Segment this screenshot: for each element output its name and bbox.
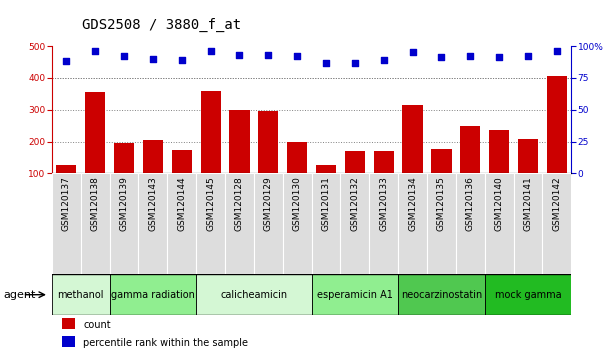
Bar [398, 274, 485, 315]
Bar [143, 140, 163, 173]
Bar [229, 110, 249, 173]
Point [523, 53, 533, 59]
Bar [518, 139, 538, 173]
Text: GSM120139: GSM120139 [120, 177, 128, 232]
Point [90, 48, 100, 54]
Text: neocarzinostatin: neocarzinostatin [401, 290, 482, 300]
Bar [489, 131, 509, 173]
FancyBboxPatch shape [52, 173, 81, 274]
Point [148, 56, 158, 62]
Bar [460, 126, 480, 173]
Text: GSM120142: GSM120142 [552, 177, 562, 231]
FancyBboxPatch shape [225, 173, 254, 274]
Text: GSM120134: GSM120134 [408, 177, 417, 231]
Bar [56, 166, 76, 173]
Point [235, 52, 244, 58]
Text: count: count [83, 320, 111, 330]
Text: GSM120136: GSM120136 [466, 177, 475, 232]
FancyBboxPatch shape [514, 173, 543, 274]
Point [177, 57, 187, 63]
Bar [200, 91, 221, 173]
FancyBboxPatch shape [398, 173, 427, 274]
Text: GSM120138: GSM120138 [90, 177, 100, 232]
Text: GSM120133: GSM120133 [379, 177, 388, 232]
Text: gamma radiation: gamma radiation [111, 290, 195, 300]
Point [437, 55, 447, 60]
FancyBboxPatch shape [427, 173, 456, 274]
Bar [316, 166, 336, 173]
Text: GSM120132: GSM120132 [350, 177, 359, 231]
Text: esperamicin A1: esperamicin A1 [317, 290, 393, 300]
Text: GSM120137: GSM120137 [62, 177, 71, 232]
Bar [62, 336, 75, 347]
Bar [258, 111, 279, 173]
Text: mock gamma: mock gamma [495, 290, 562, 300]
Point [466, 53, 475, 59]
Bar [109, 274, 196, 315]
Text: GSM120145: GSM120145 [206, 177, 215, 231]
FancyBboxPatch shape [139, 173, 167, 274]
Point [494, 55, 504, 60]
Point [263, 52, 273, 58]
Bar [114, 143, 134, 173]
Bar [196, 274, 312, 315]
Text: methanol: methanol [57, 290, 104, 300]
Bar [172, 149, 192, 173]
Text: GSM120131: GSM120131 [321, 177, 331, 232]
Point [379, 57, 389, 63]
Text: GSM120140: GSM120140 [495, 177, 503, 231]
Bar [345, 151, 365, 173]
FancyBboxPatch shape [369, 173, 398, 274]
FancyBboxPatch shape [456, 173, 485, 274]
Point [62, 58, 71, 64]
Bar [62, 318, 75, 329]
FancyBboxPatch shape [340, 173, 369, 274]
Text: calicheamicin: calicheamicin [221, 290, 287, 300]
Point [321, 60, 331, 65]
Point [206, 48, 216, 54]
Text: GSM120135: GSM120135 [437, 177, 446, 232]
Point [408, 50, 417, 55]
Bar [312, 274, 398, 315]
FancyBboxPatch shape [543, 173, 571, 274]
Point [552, 48, 562, 54]
Point [119, 53, 129, 59]
FancyBboxPatch shape [283, 173, 312, 274]
Bar [287, 142, 307, 173]
Text: GSM120129: GSM120129 [264, 177, 273, 231]
FancyBboxPatch shape [485, 173, 514, 274]
FancyBboxPatch shape [254, 173, 283, 274]
Text: GSM120144: GSM120144 [177, 177, 186, 231]
FancyBboxPatch shape [196, 173, 225, 274]
FancyBboxPatch shape [109, 173, 139, 274]
Text: GSM120128: GSM120128 [235, 177, 244, 231]
Bar [403, 105, 423, 173]
FancyBboxPatch shape [167, 173, 196, 274]
Text: GSM120130: GSM120130 [293, 177, 302, 232]
Bar [485, 274, 571, 315]
Text: percentile rank within the sample: percentile rank within the sample [83, 338, 248, 348]
Text: GSM120141: GSM120141 [524, 177, 533, 231]
FancyBboxPatch shape [312, 173, 340, 274]
Point [292, 53, 302, 59]
Bar [547, 76, 567, 173]
Bar [52, 274, 109, 315]
Bar [374, 151, 394, 173]
FancyBboxPatch shape [81, 173, 109, 274]
Text: GSM120143: GSM120143 [148, 177, 158, 231]
Bar [85, 92, 105, 173]
Text: GDS2508 / 3880_f_at: GDS2508 / 3880_f_at [82, 18, 241, 32]
Point [350, 60, 360, 65]
Bar [431, 149, 452, 173]
Text: agent: agent [3, 290, 35, 300]
